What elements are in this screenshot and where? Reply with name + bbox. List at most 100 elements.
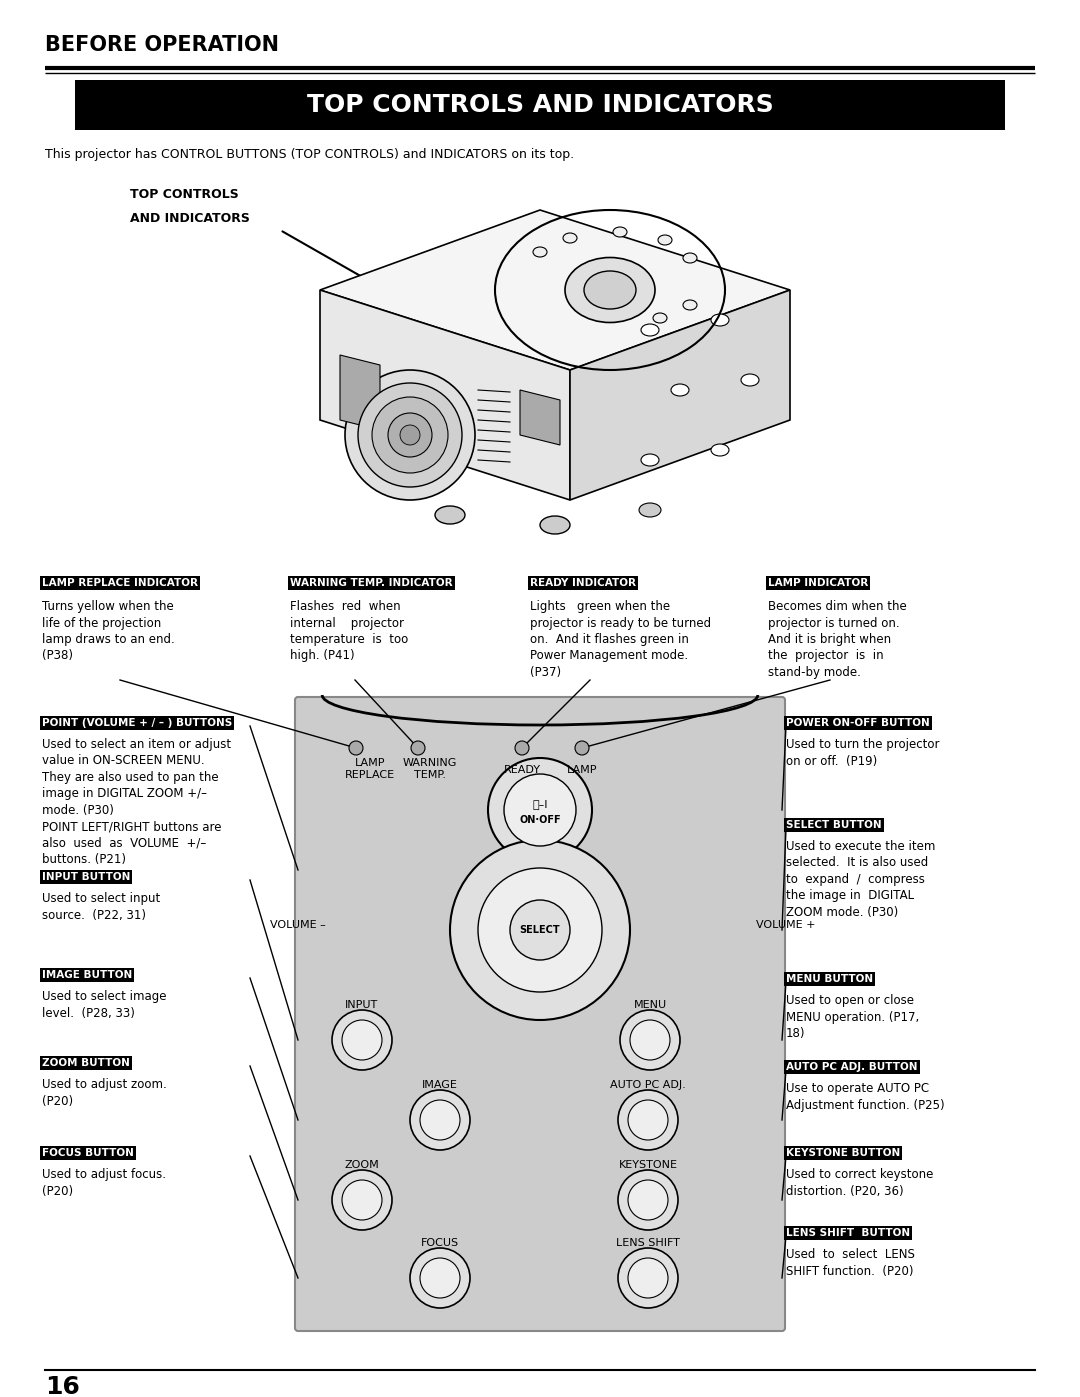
Text: Used to adjust zoom.
(P20): Used to adjust zoom. (P20) <box>42 1078 166 1108</box>
Circle shape <box>630 1020 670 1060</box>
Circle shape <box>478 868 602 992</box>
Circle shape <box>620 1010 680 1070</box>
Circle shape <box>410 1090 470 1150</box>
Circle shape <box>332 1010 392 1070</box>
Text: Used to turn the projector
on or off.  (P19): Used to turn the projector on or off. (P… <box>786 738 940 767</box>
Circle shape <box>504 774 576 847</box>
Text: LAMP: LAMP <box>567 766 597 775</box>
Ellipse shape <box>653 313 667 323</box>
Text: Used to adjust focus.
(P20): Used to adjust focus. (P20) <box>42 1168 166 1197</box>
Text: AUTO PC ADJ.: AUTO PC ADJ. <box>610 1080 686 1090</box>
Text: POINT (VOLUME + / – ) BUTTONS: POINT (VOLUME + / – ) BUTTONS <box>42 718 232 728</box>
Text: KEYSTONE: KEYSTONE <box>619 1160 677 1171</box>
Text: Becomes dim when the
projector is turned on.
And it is bright when
the  projecto: Becomes dim when the projector is turned… <box>768 599 907 679</box>
Text: LAMP INDICATOR: LAMP INDICATOR <box>768 578 868 588</box>
Circle shape <box>450 840 630 1020</box>
Text: TOP CONTROLS: TOP CONTROLS <box>130 189 239 201</box>
Text: MENU: MENU <box>634 1000 666 1010</box>
Text: LAMP REPLACE INDICATOR: LAMP REPLACE INDICATOR <box>42 578 198 588</box>
Text: FOCUS BUTTON: FOCUS BUTTON <box>42 1148 134 1158</box>
Circle shape <box>357 383 462 488</box>
Text: INPUT BUTTON: INPUT BUTTON <box>42 872 131 882</box>
Text: INPUT: INPUT <box>346 1000 379 1010</box>
Circle shape <box>349 740 363 754</box>
Text: KEYSTONE BUTTON: KEYSTONE BUTTON <box>786 1148 901 1158</box>
Circle shape <box>372 397 448 474</box>
Ellipse shape <box>639 503 661 517</box>
Text: ZOOM BUTTON: ZOOM BUTTON <box>42 1058 130 1067</box>
Ellipse shape <box>711 314 729 326</box>
Ellipse shape <box>711 444 729 455</box>
Text: Used  to  select  LENS
SHIFT function.  (P20): Used to select LENS SHIFT function. (P20… <box>786 1248 915 1277</box>
Text: FOCUS: FOCUS <box>421 1238 459 1248</box>
Bar <box>75 80 1005 130</box>
Text: READY INDICATOR: READY INDICATOR <box>530 578 636 588</box>
Text: SELECT: SELECT <box>519 925 561 935</box>
Circle shape <box>627 1180 669 1220</box>
Circle shape <box>618 1171 678 1229</box>
Text: Lights   green when the
projector is ready to be turned
on.  And it flashes gree: Lights green when the projector is ready… <box>530 599 711 679</box>
Circle shape <box>342 1180 382 1220</box>
Ellipse shape <box>565 257 654 323</box>
Text: Used to execute the item
selected.  It is also used
to  expand  /  compress
the : Used to execute the item selected. It is… <box>786 840 935 919</box>
Text: 16: 16 <box>45 1375 80 1397</box>
Polygon shape <box>340 355 380 430</box>
Ellipse shape <box>435 506 465 524</box>
Text: SELECT BUTTON: SELECT BUTTON <box>786 820 881 830</box>
Text: This projector has CONTROL BUTTONS (TOP CONTROLS) and INDICATORS on its top.: This projector has CONTROL BUTTONS (TOP … <box>45 148 575 161</box>
Text: Used to select an item or adjust
value in ON-SCREEN MENU.
They are also used to : Used to select an item or adjust value i… <box>42 738 231 866</box>
Circle shape <box>411 740 426 754</box>
Circle shape <box>515 740 529 754</box>
Text: VOLUME +: VOLUME + <box>756 921 815 930</box>
Text: IMAGE: IMAGE <box>422 1080 458 1090</box>
Text: ZOOM: ZOOM <box>345 1160 379 1171</box>
Text: LENS SHIFT  BUTTON: LENS SHIFT BUTTON <box>786 1228 910 1238</box>
Ellipse shape <box>584 271 636 309</box>
Circle shape <box>345 370 475 500</box>
Polygon shape <box>320 291 570 500</box>
Text: BEFORE OPERATION: BEFORE OPERATION <box>45 35 279 54</box>
Text: POWER ON-OFF BUTTON: POWER ON-OFF BUTTON <box>786 718 930 728</box>
Polygon shape <box>519 390 561 446</box>
Ellipse shape <box>613 226 627 237</box>
Text: Used to correct keystone
distortion. (P20, 36): Used to correct keystone distortion. (P2… <box>786 1168 933 1197</box>
Ellipse shape <box>658 235 672 244</box>
Ellipse shape <box>642 324 659 337</box>
Ellipse shape <box>683 300 697 310</box>
Circle shape <box>627 1099 669 1140</box>
Circle shape <box>575 740 589 754</box>
Text: WARNING TEMP. INDICATOR: WARNING TEMP. INDICATOR <box>291 578 453 588</box>
Text: TOP CONTROLS AND INDICATORS: TOP CONTROLS AND INDICATORS <box>307 94 773 117</box>
Ellipse shape <box>683 253 697 263</box>
Text: Turns yellow when the
life of the projection
lamp draws to an end.
(P38): Turns yellow when the life of the projec… <box>42 599 175 662</box>
Ellipse shape <box>563 233 577 243</box>
Text: Used to select input
source.  (P22, 31): Used to select input source. (P22, 31) <box>42 893 160 922</box>
FancyBboxPatch shape <box>295 697 785 1331</box>
Text: WARNING
TEMP.: WARNING TEMP. <box>403 759 457 780</box>
Ellipse shape <box>642 454 659 467</box>
Polygon shape <box>570 291 789 500</box>
Circle shape <box>420 1099 460 1140</box>
Circle shape <box>510 900 570 960</box>
Text: IMAGE BUTTON: IMAGE BUTTON <box>42 970 132 981</box>
Circle shape <box>342 1020 382 1060</box>
Text: Used to select image
level.  (P28, 33): Used to select image level. (P28, 33) <box>42 990 166 1020</box>
Circle shape <box>420 1259 460 1298</box>
Polygon shape <box>320 210 789 370</box>
Text: MENU BUTTON: MENU BUTTON <box>786 974 873 983</box>
Text: ⏻–I: ⏻–I <box>532 799 548 809</box>
Circle shape <box>627 1259 669 1298</box>
Text: Flashes  red  when
internal    projector
temperature  is  too
high. (P41): Flashes red when internal projector temp… <box>291 599 408 662</box>
Circle shape <box>400 425 420 446</box>
Circle shape <box>488 759 592 862</box>
Text: Use to operate AUTO PC
Adjustment function. (P25): Use to operate AUTO PC Adjustment functi… <box>786 1083 945 1112</box>
Ellipse shape <box>741 374 759 386</box>
Circle shape <box>332 1171 392 1229</box>
Text: AND INDICATORS: AND INDICATORS <box>130 212 249 225</box>
Ellipse shape <box>671 384 689 395</box>
Ellipse shape <box>540 515 570 534</box>
Circle shape <box>618 1248 678 1308</box>
Text: LAMP
REPLACE: LAMP REPLACE <box>345 759 395 780</box>
Text: LENS SHIFT: LENS SHIFT <box>616 1238 680 1248</box>
Text: READY: READY <box>503 766 540 775</box>
